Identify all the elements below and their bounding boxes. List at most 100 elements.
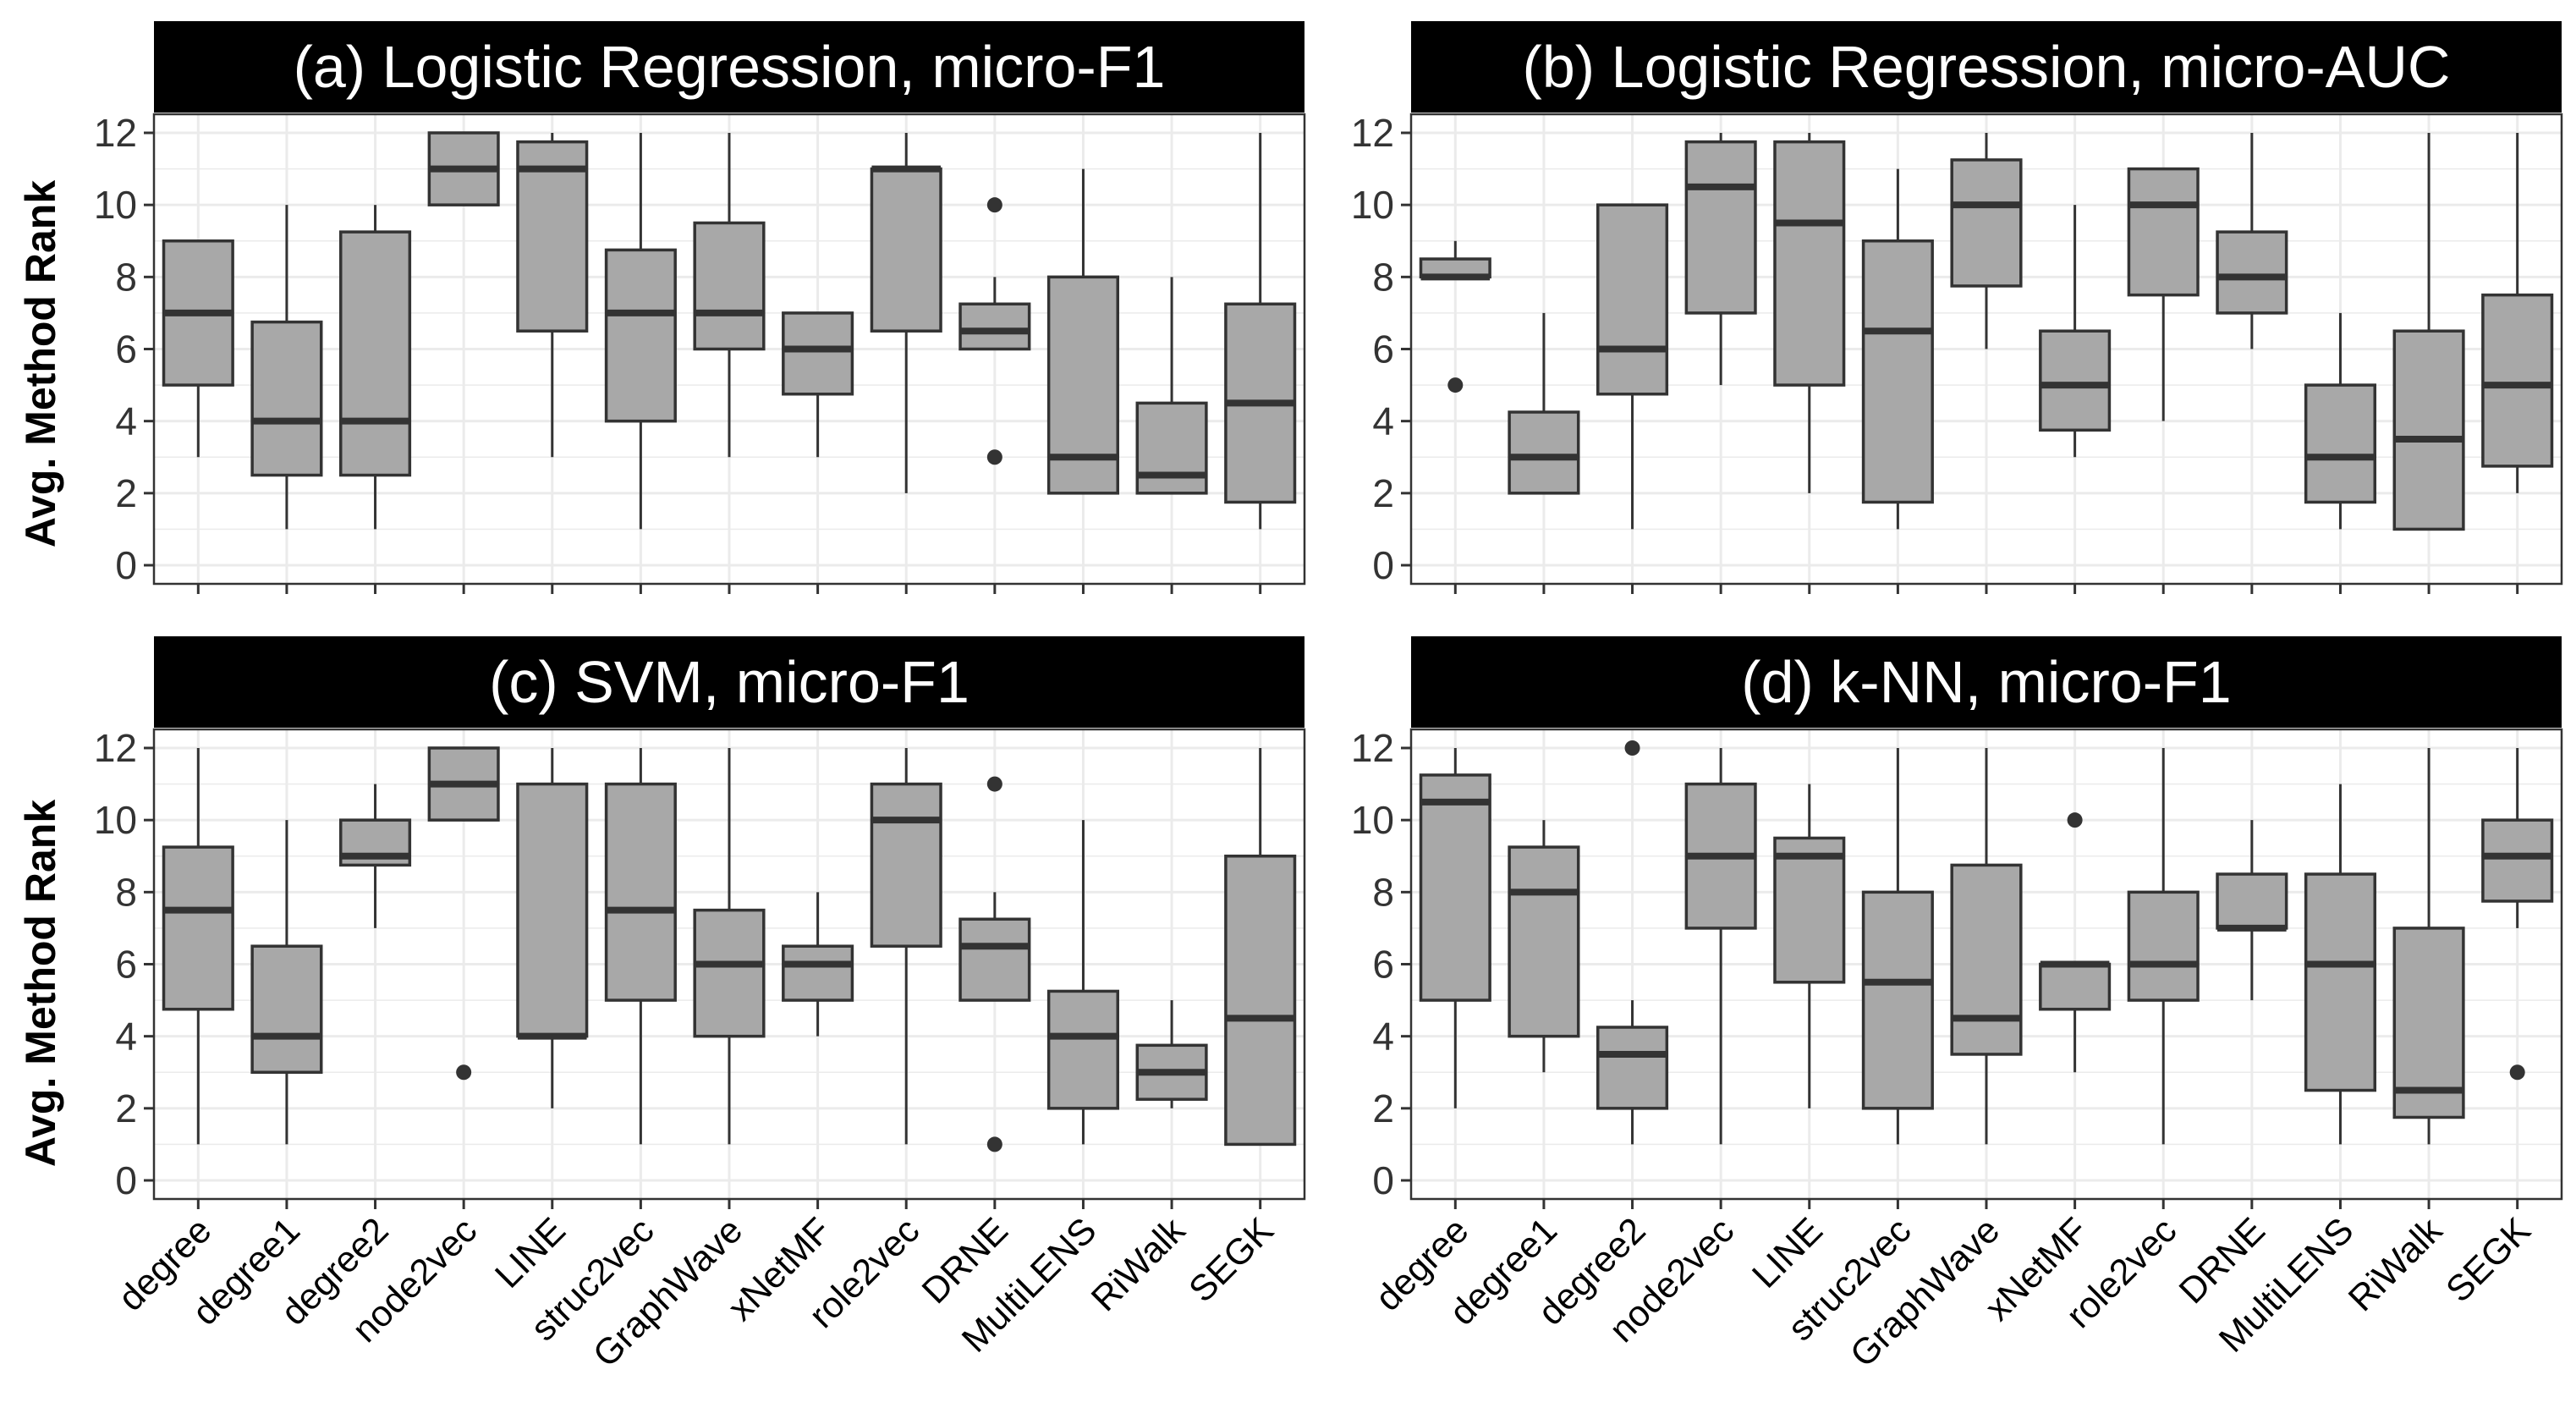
box-body — [2216, 872, 2288, 930]
outlier-point — [986, 1136, 1002, 1152]
box-body — [2039, 329, 2112, 432]
y-tick-label: 6 — [115, 943, 137, 987]
outlier-point — [986, 776, 1002, 792]
x-tick-label: SEGK — [1181, 1210, 1282, 1311]
box-body — [958, 302, 1031, 351]
box-GraphWave — [1950, 133, 2023, 349]
box-MultiLENS — [2304, 784, 2377, 1145]
box-body — [958, 917, 1031, 1002]
box-body — [693, 908, 766, 1038]
box-body — [250, 320, 323, 477]
box-struc2vec — [604, 133, 677, 530]
outlier-point — [2509, 1064, 2525, 1081]
box-DRNE — [2216, 820, 2288, 1001]
y-tick-label: 2 — [115, 1086, 137, 1130]
box-node2vec — [1684, 133, 1757, 386]
box-body — [1508, 845, 1580, 1038]
box-body — [2392, 927, 2465, 1119]
box-body — [2127, 890, 2200, 1002]
box-xNetMF — [782, 311, 854, 458]
panel-title-strip — [154, 21, 1304, 113]
box-xNetMF — [2039, 205, 2112, 458]
box-role2vec — [2127, 748, 2200, 1145]
box-node2vec — [1684, 748, 1757, 1145]
box-SEGK — [1224, 748, 1297, 1147]
panel-3: (c) SVM, micro-F1024681012degreedegree1d… — [94, 636, 1306, 1375]
panel-title: (c) SVM, micro-F1 — [489, 649, 969, 715]
box-degree — [1419, 748, 1491, 1108]
box-RiWalk — [1135, 277, 1208, 495]
box-GraphWave — [1950, 748, 2023, 1145]
box-degree2 — [1596, 740, 1669, 1145]
y-tick-label: 12 — [1351, 726, 1394, 770]
box-struc2vec — [1861, 748, 1934, 1145]
box-degree — [162, 748, 234, 1145]
box-body — [1419, 773, 1491, 1002]
box-MultiLENS — [1046, 168, 1120, 495]
outlier-point — [986, 449, 1002, 465]
y-tick-label: 6 — [1372, 943, 1394, 987]
box-node2vec — [427, 131, 500, 206]
y-tick-label: 4 — [115, 399, 137, 443]
box-RiWalk — [2392, 133, 2465, 531]
panel-title-strip — [154, 636, 1304, 728]
box-GraphWave — [693, 748, 766, 1145]
box-degree1 — [1508, 312, 1580, 495]
y-tick-label: 10 — [1351, 798, 1394, 842]
box-body — [1046, 989, 1120, 1110]
box-body — [1773, 140, 1846, 387]
y-tick-label: 4 — [1372, 399, 1394, 443]
box-xNetMF — [2039, 812, 2112, 1073]
box-role2vec — [870, 748, 942, 1145]
box-LINE — [1773, 784, 1846, 1108]
box-body — [516, 140, 589, 333]
box-LINE — [516, 133, 589, 458]
panel-title: (b) Logistic Regression, micro-AUC — [1523, 34, 2451, 100]
y-tick-label: 0 — [1372, 1158, 1394, 1202]
box-body — [1596, 203, 1669, 396]
box-body — [2392, 329, 2465, 531]
box-DRNE — [2216, 133, 2288, 349]
y-tick-label: 4 — [115, 1015, 137, 1059]
y-tick-label: 8 — [115, 255, 137, 299]
box-degree — [162, 239, 234, 458]
box-body — [2304, 383, 2377, 504]
panel-title-strip — [1411, 636, 2562, 728]
box-body — [870, 167, 942, 333]
panel-title: (d) k-NN, micro-F1 — [1741, 649, 2231, 715]
box-LINE — [516, 748, 589, 1108]
box-struc2vec — [1861, 168, 1934, 530]
outlier-point — [986, 197, 1002, 213]
panel-title: (a) Logistic Regression, micro-F1 — [294, 34, 1166, 100]
box-degree2 — [338, 784, 412, 928]
box-body — [1508, 410, 1580, 495]
y-axis-label-bottom: Avg. Method Rank — [17, 800, 64, 1167]
box-body — [1950, 863, 2023, 1056]
box-body — [604, 248, 677, 423]
box-body — [1596, 1026, 1669, 1110]
box-body — [2039, 962, 2112, 1011]
y-tick-label: 8 — [115, 870, 137, 914]
box-degree2 — [1596, 203, 1669, 530]
box-degree2 — [338, 205, 412, 530]
box-DRNE — [958, 197, 1031, 465]
box-SEGK — [2481, 748, 2554, 1081]
y-tick-label: 8 — [1372, 870, 1394, 914]
box-xNetMF — [782, 892, 854, 1037]
box-body — [2481, 293, 2554, 468]
y-tick-label: 6 — [115, 327, 137, 371]
box-body — [1861, 239, 1934, 504]
panel-2: (b) Logistic Regression, micro-AUC 0 2 4 6 8 1… — [1351, 21, 2563, 594]
box-degree — [1419, 240, 1491, 393]
box-degree1 — [250, 820, 323, 1145]
x-tick-label: RiWalk — [1084, 1210, 1193, 1319]
box-body — [604, 782, 677, 1002]
box-body — [2304, 872, 2377, 1092]
y-tick-label: 12 — [94, 111, 137, 155]
panel-4: (d) k-NN, micro-F1024681012degreedegree1… — [1351, 636, 2563, 1375]
box-degree1 — [1508, 820, 1580, 1073]
box-body — [1224, 855, 1297, 1147]
box-body — [250, 944, 323, 1075]
y-tick-label: 6 — [1372, 327, 1394, 371]
